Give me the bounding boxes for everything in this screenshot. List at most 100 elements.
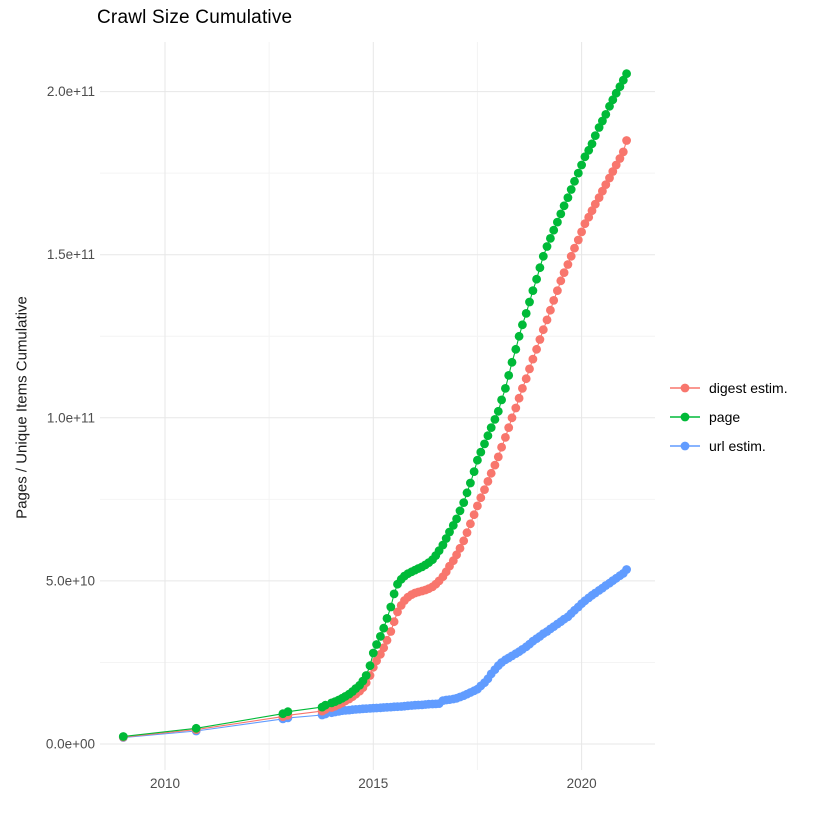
series-point-digest-estim [452, 550, 461, 560]
series-point-digest-estim [563, 260, 573, 269]
series-point-page [501, 384, 510, 393]
series-point-page [608, 95, 618, 105]
series-point-page [511, 344, 521, 354]
legend-key-line-dot-icon [670, 441, 700, 450]
series-point-digest-estim [618, 147, 628, 157]
series-point-page [441, 534, 451, 543]
series-point-digest-estim [573, 235, 583, 245]
series-point-url-estim [622, 565, 631, 574]
series-point-page [473, 455, 482, 465]
legend-key-dot [680, 412, 690, 421]
y-tick-label: 1.0e+11 [47, 410, 95, 425]
y-tick-label: 2.0e+11 [47, 84, 95, 99]
series-point-page [438, 540, 448, 550]
series-point-page [615, 82, 625, 92]
series-point-page [590, 131, 600, 141]
series-point-digest-estim [577, 227, 586, 237]
series-point-page [580, 152, 590, 162]
series-point-digest-estim [518, 384, 527, 393]
series-point-page [546, 234, 555, 243]
series-point-digest-estim [566, 251, 576, 261]
series-point-digest-estim [608, 167, 618, 176]
y-axis-title: Pages / Unique Items Cumulative [13, 296, 31, 519]
legend-item-page: page [670, 407, 788, 426]
legend-label: page [709, 408, 741, 425]
series-point-page [386, 602, 396, 612]
series-point-page [486, 423, 496, 432]
series-point-digest-estim [490, 460, 500, 470]
series-point-page [493, 406, 503, 416]
series-point-page [480, 439, 489, 449]
series-point-page [455, 506, 465, 516]
legend-item-digest-estim: digest estim. [670, 378, 788, 397]
legend-item-url-estim: url estim. [670, 436, 788, 455]
series-point-digest-estim [594, 193, 604, 203]
series-point-digest-estim [584, 212, 594, 222]
series-point-page [469, 467, 479, 476]
series-point-digest-estim [605, 173, 614, 183]
series-point-page [559, 201, 569, 211]
x-tick-label: 2015 [358, 776, 388, 791]
series-point-digest-estim [372, 656, 381, 666]
series-point-page [445, 527, 454, 537]
series-point-digest-estim [615, 154, 625, 163]
series-point-page [497, 395, 506, 405]
series-point-page [535, 263, 545, 273]
series-point-digest-estim [497, 442, 506, 452]
series-point-digest-estim [462, 528, 472, 537]
legend-key-line-dot-icon [670, 412, 700, 421]
legend-key-line-dot-icon [670, 383, 700, 392]
series-point-page [528, 286, 538, 295]
series-point-digest-estim [476, 493, 486, 503]
series-point-digest-estim [587, 206, 597, 216]
series-point-digest-estim [601, 180, 611, 190]
series-point-digest-estim [570, 243, 579, 253]
series-point-page [191, 723, 201, 733]
series-point-page [570, 176, 579, 186]
series-point-digest-estim [455, 543, 465, 553]
chart-title: Crawl Size Cumulative [97, 7, 293, 28]
series-point-digest-estim [389, 617, 399, 627]
y-tick-label: 1.5e+11 [47, 247, 95, 262]
series-point-page [361, 671, 371, 680]
series-point-page [283, 707, 293, 717]
series-point-page [466, 478, 475, 488]
series-point-page [476, 447, 486, 457]
series-point-digest-estim [553, 286, 562, 295]
series-point-page [573, 168, 583, 178]
series-point-page [611, 88, 621, 98]
series-point-page [118, 732, 128, 741]
series-point-digest-estim [501, 433, 510, 442]
series-point-digest-estim [507, 413, 517, 423]
series-point-page [605, 101, 614, 111]
series-point-page [542, 242, 552, 251]
series-point-digest-estim [486, 468, 496, 478]
series-point-page [584, 145, 594, 155]
series-point-digest-estim [532, 344, 541, 354]
series-point-digest-estim [611, 160, 621, 170]
series-point-digest-estim [386, 627, 396, 636]
series-point-page [483, 431, 493, 441]
series-point-page [504, 371, 514, 380]
series-point-digest-estim [466, 519, 475, 529]
legend: digest estim. page url estim. [670, 378, 788, 455]
series-point-page [448, 521, 458, 530]
legend-key-dot [680, 441, 690, 450]
series-point-page [372, 640, 381, 649]
series-point-digest-estim [528, 354, 538, 364]
y-tick-label: 5.0e+10 [46, 573, 95, 588]
series-point-page [549, 225, 559, 235]
series-point-digest-estim [598, 186, 607, 196]
series-point-digest-estim [379, 643, 389, 653]
series-point-page [594, 123, 604, 132]
series-point-digest-estim [549, 296, 559, 305]
x-tick-label: 2010 [150, 776, 180, 791]
series-point-digest-estim [525, 364, 534, 374]
series-point-page [521, 309, 531, 318]
series-point-page [382, 614, 392, 623]
series-point-page [376, 632, 385, 641]
legend-label: url estim. [709, 437, 766, 454]
series-point-page [389, 589, 399, 599]
series-point-page [553, 217, 562, 227]
series-point-digest-estim [376, 649, 385, 659]
